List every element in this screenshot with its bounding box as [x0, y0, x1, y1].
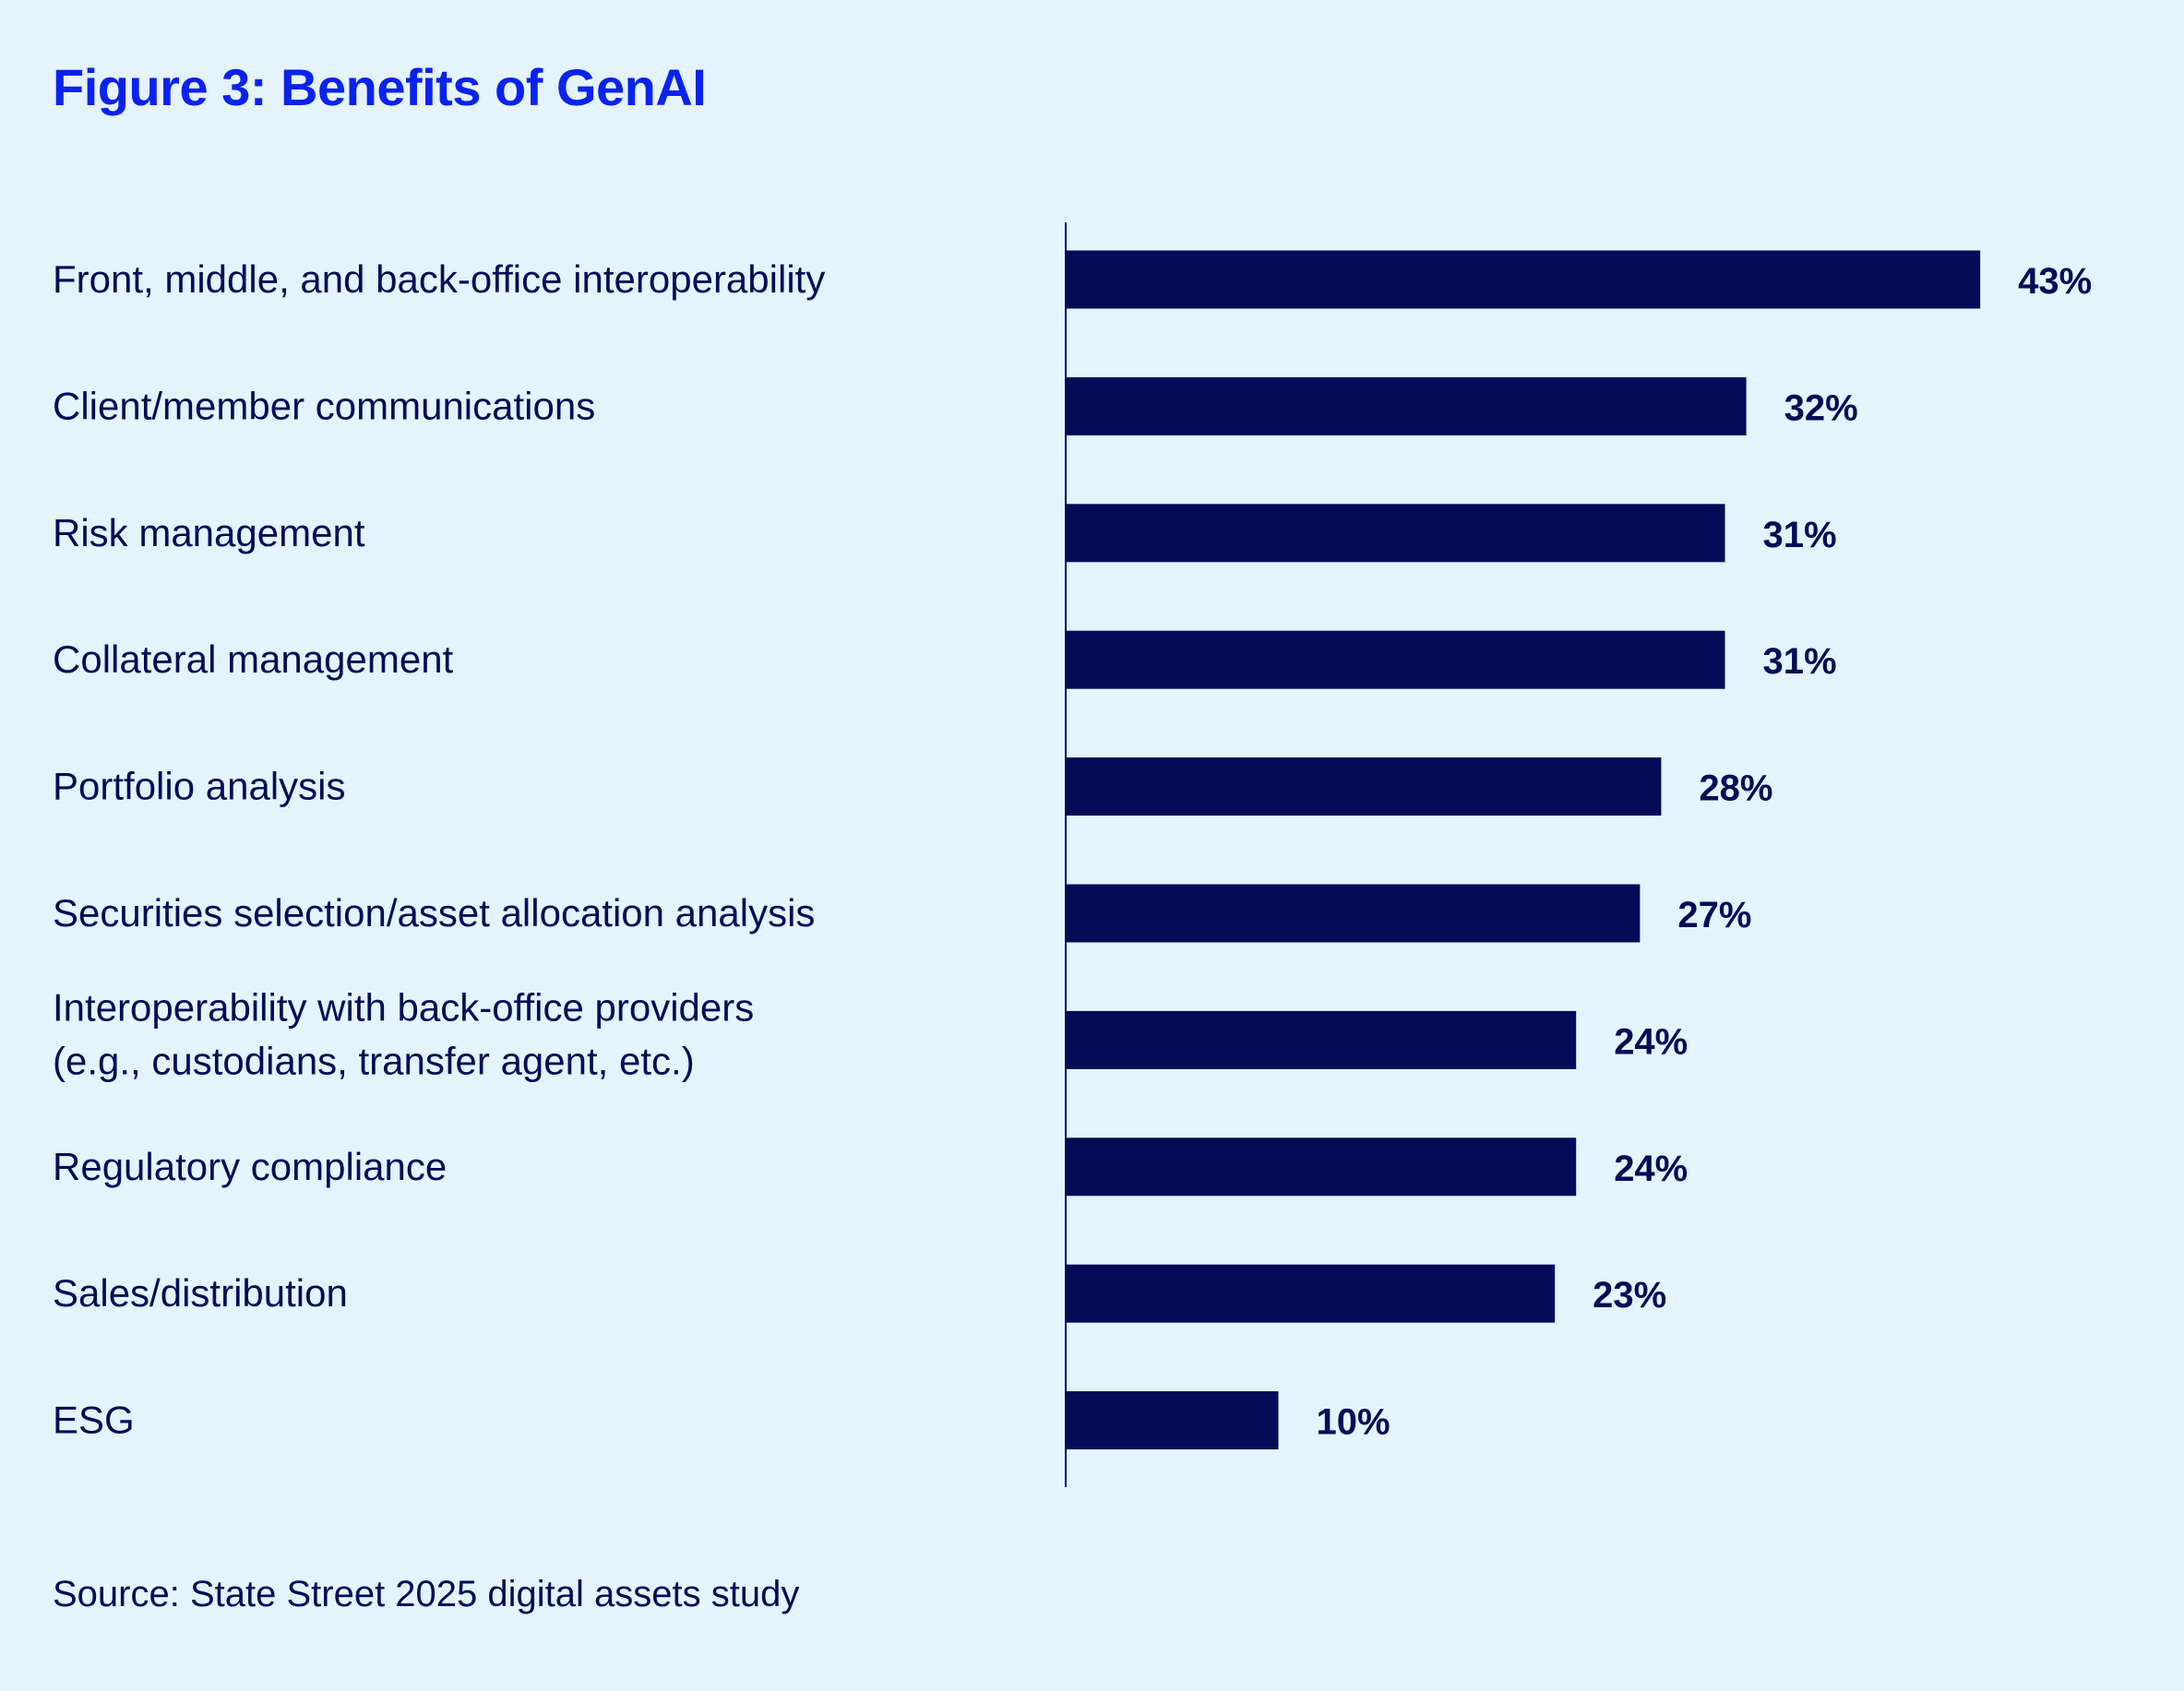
category-label: Securities selection/asset allocation an… — [53, 891, 815, 935]
category-label: Front, middle, and back-office interoper… — [53, 257, 825, 301]
bar — [1066, 250, 1981, 309]
bar — [1066, 630, 1725, 689]
bar — [1066, 376, 1747, 435]
bar — [1066, 504, 1725, 563]
bar — [1066, 1137, 1577, 1197]
data-label: 24% — [1614, 1021, 1688, 1062]
chart-title: Figure 3: Benefits of GenAI — [53, 58, 707, 116]
category-label: Sales/distribution — [53, 1271, 348, 1315]
data-label: 23% — [1593, 1275, 1666, 1316]
data-label: 32% — [1784, 387, 1858, 428]
data-label: 10% — [1317, 1402, 1390, 1443]
bar — [1066, 1391, 1279, 1450]
bar — [1066, 1264, 1556, 1323]
data-label: 24% — [1614, 1149, 1688, 1189]
category-label: Client/member communications — [53, 384, 595, 427]
data-label: 27% — [1677, 895, 1751, 935]
data-label: 28% — [1699, 768, 1772, 809]
category-label: Collateral management — [53, 637, 454, 681]
category-label: Interoperability with back-office provid… — [53, 985, 754, 1029]
data-label: 43% — [2018, 261, 2092, 302]
category-label: Portfolio analysis — [53, 765, 345, 808]
data-label: 31% — [1763, 515, 1837, 555]
bar — [1066, 884, 1641, 943]
data-label: 31% — [1763, 641, 1837, 682]
category-label: ESG — [53, 1399, 135, 1442]
source-note: Source: State Street 2025 digital assets… — [53, 1574, 800, 1614]
bar — [1066, 1010, 1577, 1069]
bar — [1066, 757, 1662, 816]
category-label: Regulatory compliance — [53, 1145, 447, 1188]
category-label: Risk management — [53, 511, 365, 554]
category-label: (e.g., custodians, transfer agent, etc.) — [53, 1039, 695, 1082]
